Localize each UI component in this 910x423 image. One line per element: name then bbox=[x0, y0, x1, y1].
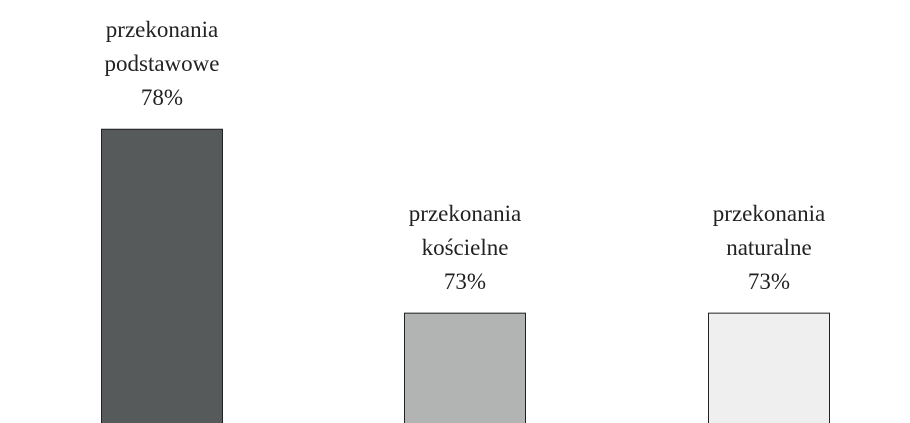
value-label: 73% bbox=[747, 268, 791, 294]
bar bbox=[708, 312, 830, 423]
category-label: przekonania kościelne bbox=[408, 200, 522, 260]
category-label: przekonania naturalne bbox=[712, 200, 826, 260]
value-label: 73% bbox=[443, 268, 487, 294]
bar bbox=[101, 128, 223, 423]
value-label: 78% bbox=[140, 84, 184, 110]
category-label: przekonania podstawowe bbox=[104, 16, 220, 76]
bar-label: przekonania kościelne 73% bbox=[375, 197, 555, 299]
bar-label: przekonania podstawowe 78% bbox=[72, 13, 252, 115]
bar bbox=[404, 312, 526, 423]
bar-label: przekonania naturalne 73% bbox=[679, 197, 859, 299]
